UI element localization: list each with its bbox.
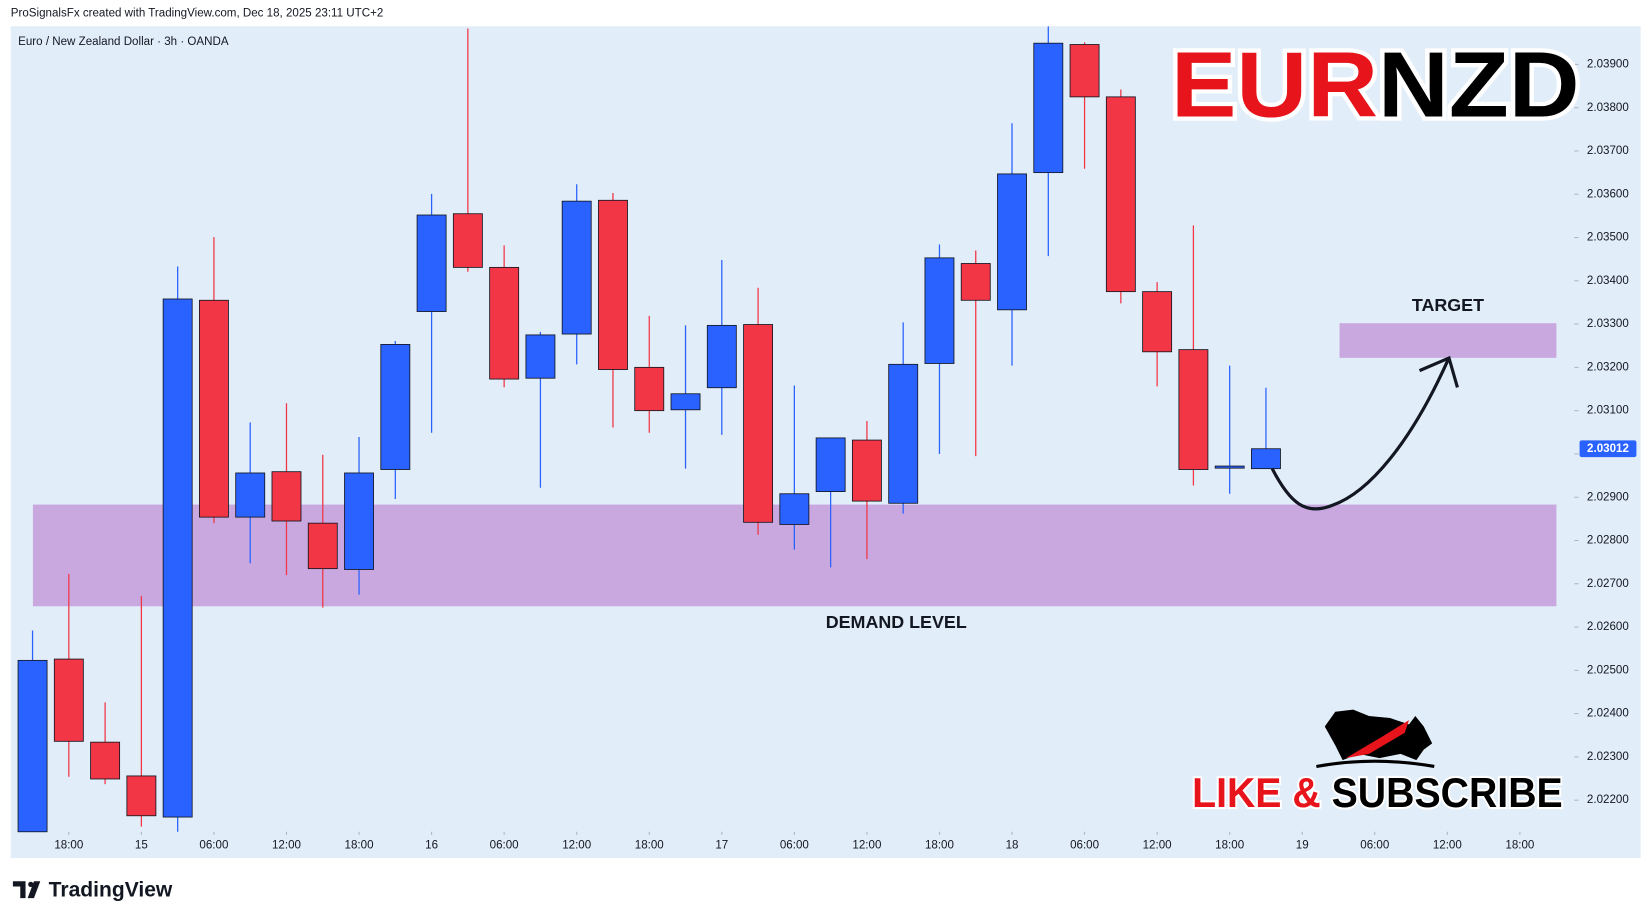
candle-body [162,298,193,818]
x-tick-label: 12:00 [562,840,591,852]
bull-bear-logo [1316,709,1435,769]
x-tick-label: 18 [1006,840,1019,852]
candle-body [1105,96,1136,293]
candle-body [271,471,302,522]
x-tick-label: 06:00 [490,840,519,852]
y-tick-label: 2.02200 [1587,794,1629,806]
x-tick-label: 12:00 [1433,840,1462,852]
candle-body [598,199,628,370]
candle-body [924,257,955,364]
footer: TradingView [49,878,173,901]
candle-body [199,299,229,518]
arrow [1270,359,1450,511]
title: EUR NZD [1171,33,1580,137]
call-to-action: LIKE & SUBSCRIBE [1192,769,1563,816]
last-price-label: 2.03012 [1587,443,1629,455]
last-price-box [1579,440,1637,458]
header: ProSignalsFx created with TradingView.co… [11,8,384,20]
y-tick-label: 2.03200 [1587,361,1629,373]
candle-body [634,366,665,412]
x-tick-label: 12:00 [272,840,301,852]
candle-body [1069,44,1100,98]
y-tick-label: 2.02600 [1587,621,1629,633]
y-tick-label: 2.03700 [1587,145,1629,157]
title-part: NZD [1378,33,1580,137]
candle-body [851,439,882,502]
y-tick-label: 2.02700 [1587,578,1629,590]
x-tick-label: 15 [135,840,148,852]
x-tick-label: 18:00 [925,840,954,852]
symbol-label: Euro / New Zealand Dollar · 3h · OANDA [18,36,229,48]
candle-body [380,344,411,470]
x-tick-label: 06:00 [1070,840,1099,852]
zone-label: TARGET [1412,295,1484,315]
x-tick-label: 19 [1296,840,1309,852]
arrow-head [1418,355,1459,388]
plot: DEMAND LEVEL TARGET 2.02200 2.02300 2.02400 2… [17,26,1637,852]
candle-body [1178,349,1209,470]
x-tick-label: 12:00 [1143,840,1172,852]
candle-body [670,393,701,411]
x-tick-label: 17 [715,840,728,852]
x-tick-label: 06:00 [199,840,228,852]
x-tick-label: 12:00 [852,840,881,852]
y-tick-label: 2.03600 [1587,188,1629,200]
x-tick-label: 18:00 [54,840,83,852]
candle-body [888,363,919,504]
title-part: EUR [1171,33,1378,137]
candle-body [90,741,121,780]
y-tick-label: 2.03300 [1587,318,1629,330]
y-tick-label: 2.03900 [1587,58,1629,70]
y-tick-label: 2.02800 [1587,535,1629,547]
x-tick-label: 06:00 [1360,840,1389,852]
candle-body [706,324,737,389]
y-tick-label: 2.02900 [1587,491,1629,503]
y-tick-label: 2.02400 [1587,708,1629,720]
x-tick-label: 18:00 [345,840,374,852]
candle-body [344,472,374,570]
candle-body [416,214,447,312]
cta-part: SUBSCRIBE [1332,769,1563,816]
candle-body [489,266,520,380]
candle-body [1033,42,1064,174]
candle-body [235,472,266,518]
y-tick-label: 2.03400 [1587,275,1629,287]
cta-part: LIKE & [1192,769,1321,816]
candle-body [960,263,991,301]
tradingview-logo [12,881,41,899]
candle-body [743,324,774,523]
candle-body [452,213,483,268]
zone [1339,323,1557,358]
candle-body [307,522,338,570]
x-tick-label: 06:00 [780,840,809,852]
candle-body [126,775,157,817]
y-tick-label: 2.02300 [1587,751,1629,763]
candle-body [561,200,592,335]
y-tick-label: 2.02500 [1587,664,1629,676]
y-tick-label: 2.03500 [1587,232,1629,244]
candle-body [17,659,48,833]
zone-label: DEMAND LEVEL [826,612,967,632]
x-tick-label: 18:00 [1215,840,1244,852]
candle-body [525,334,556,379]
x-tick-label: 16 [425,840,438,852]
candle-body [1251,448,1281,470]
x-tick-label: 18:00 [635,840,664,852]
candle-body [1142,291,1173,353]
candle-body [1214,465,1245,469]
y-tick-label: 2.03800 [1587,102,1629,114]
y-tick-label: 2.03100 [1587,405,1629,417]
candle-body [815,437,846,493]
candle-body [53,658,84,742]
candle-body [779,493,810,525]
x-tick-label: 18:00 [1505,840,1534,852]
candle-body [997,173,1027,311]
